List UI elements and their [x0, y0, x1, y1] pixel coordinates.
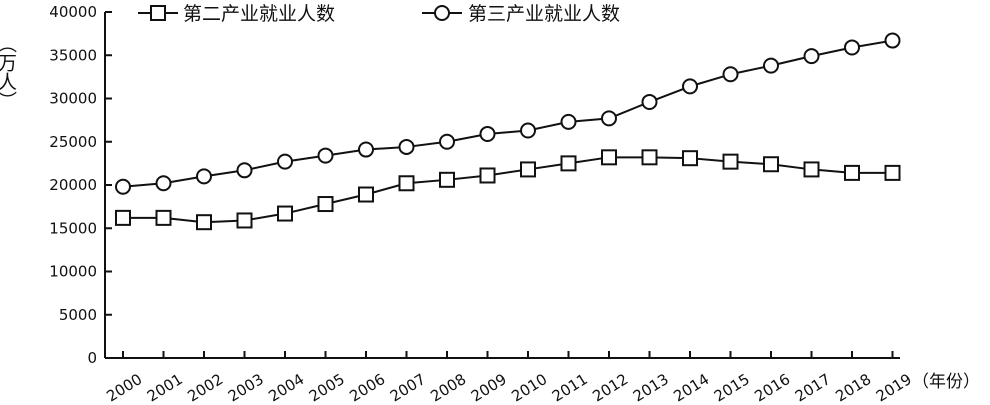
data-point-square — [155, 209, 172, 226]
legend-marker-circle — [434, 5, 450, 21]
legend-label-series-1: 第二产业就业人数 — [183, 3, 335, 25]
data-point-circle — [115, 178, 131, 195]
legend-label-series-2: 第三产业就业人数 — [468, 3, 620, 25]
y-tick-label: 25000 — [49, 133, 97, 151]
x-tick-label: 2019 — [873, 370, 915, 405]
data-point-circle — [763, 57, 779, 74]
data-point-square — [520, 161, 536, 178]
data-point-square — [236, 212, 253, 229]
y-tick-label: 0 — [87, 349, 97, 367]
data-point-square — [439, 171, 455, 188]
data-point-circle — [277, 153, 293, 170]
y-axis-unit-label: （万人） — [0, 34, 17, 110]
data-point-circle — [439, 133, 455, 150]
data-point-square — [763, 156, 779, 173]
data-point-circle — [682, 78, 698, 95]
y-tick-label: 35000 — [49, 46, 97, 64]
data-point-square — [884, 164, 901, 181]
x-tick-label: 2012 — [589, 370, 631, 405]
series-2 — [115, 32, 901, 195]
x-tick-label: 2011 — [549, 370, 591, 405]
data-point-square — [560, 155, 577, 172]
data-point-square — [722, 153, 739, 170]
x-tick-label: 2015 — [711, 370, 753, 405]
data-point-square — [641, 149, 658, 166]
data-point-circle — [560, 113, 577, 130]
data-point-circle — [317, 147, 334, 164]
y-tick-label: 40000 — [49, 3, 97, 21]
data-point-square — [277, 205, 293, 222]
y-tick-label: 15000 — [49, 219, 97, 237]
data-point-circle — [358, 141, 374, 158]
y-tick-label: 30000 — [49, 90, 97, 108]
x-tick-label: 2003 — [225, 370, 267, 405]
data-point-square — [601, 149, 617, 166]
data-point-circle — [884, 32, 901, 49]
x-tick-label: 2008 — [427, 370, 469, 405]
x-tick-label: 2014 — [670, 370, 712, 405]
x-tick-label: 2016 — [751, 370, 793, 405]
data-point-square — [479, 167, 496, 184]
data-point-circle — [601, 110, 617, 127]
x-axis-unit-label: （年份） — [912, 372, 980, 392]
series-layer — [115, 32, 901, 231]
x-tick-label: 2017 — [792, 370, 834, 405]
legend: 第二产业就业人数 第三产业就业人数 — [138, 3, 620, 25]
data-point-square — [682, 150, 698, 167]
x-tick-label: 2018 — [832, 370, 874, 405]
x-tick-label: 2001 — [144, 370, 186, 405]
x-tick-label: 2004 — [265, 370, 307, 405]
data-point-square — [398, 175, 415, 192]
legend-marker-square — [150, 5, 166, 21]
x-axis-ticks: 2000200120022003200420052006200720082009… — [103, 351, 915, 405]
x-tick-label: 2002 — [184, 370, 226, 405]
data-point-square — [115, 209, 131, 226]
data-point-circle — [155, 175, 172, 192]
x-tick-label: 2006 — [346, 370, 388, 405]
data-point-circle — [236, 162, 253, 179]
data-point-circle — [722, 66, 739, 83]
y-axis-ticks: 0 5000 10000 15000 20000 25000 30000 35000 40000 — [49, 3, 112, 367]
y-tick-label: 5000 — [59, 306, 97, 324]
x-tick-label: 2009 — [468, 370, 510, 405]
x-tick-label: 2005 — [306, 370, 348, 405]
data-point-circle — [479, 125, 496, 142]
y-tick-label: 10000 — [49, 263, 97, 281]
data-point-circle — [844, 39, 860, 56]
data-point-circle — [196, 168, 212, 185]
series-1 — [115, 149, 901, 231]
x-tick-label: 2007 — [387, 370, 429, 405]
data-point-square — [358, 186, 374, 203]
x-tick-label: 2000 — [103, 370, 145, 405]
y-tick-label: 20000 — [49, 176, 97, 194]
x-tick-label: 2013 — [630, 370, 672, 405]
data-point-square — [844, 164, 860, 181]
data-point-square — [317, 196, 334, 213]
data-point-circle — [520, 122, 536, 139]
data-point-circle — [641, 93, 658, 110]
data-point-square — [196, 214, 212, 231]
x-tick-label: 2010 — [508, 370, 550, 405]
data-point-circle — [398, 138, 415, 155]
data-point-square — [803, 161, 820, 178]
data-point-circle — [803, 48, 820, 65]
